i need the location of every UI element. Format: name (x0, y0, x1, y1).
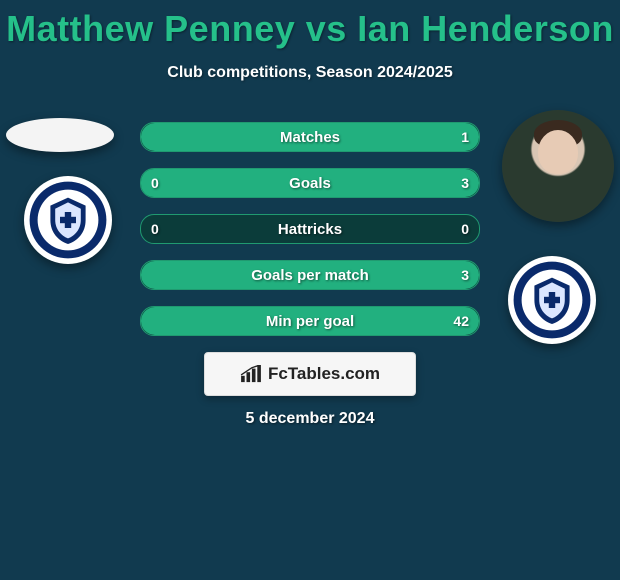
stat-label: Min per goal (141, 307, 479, 335)
club-badge-left (24, 176, 112, 264)
stat-value-right: 42 (443, 307, 479, 335)
date-label: 5 december 2024 (0, 410, 620, 428)
stat-value-right: 3 (451, 261, 479, 289)
shield-icon (28, 180, 108, 260)
stat-label: Matches (141, 123, 479, 151)
stat-label: Goals (141, 169, 479, 197)
stat-value-right: 3 (451, 169, 479, 197)
player-right-avatar (502, 110, 614, 222)
stats-container: Matches 1 0 Goals 3 0 Hattricks 0 Goals … (140, 122, 480, 352)
stat-row-matches: Matches 1 (140, 122, 480, 152)
stat-label: Goals per match (141, 261, 479, 289)
club-badge-right (508, 256, 596, 344)
stat-value-right: 1 (451, 123, 479, 151)
bar-chart-icon (240, 365, 262, 383)
shield-icon (512, 260, 592, 340)
stat-row-goals: 0 Goals 3 (140, 168, 480, 198)
stat-row-min-per-goal: Min per goal 42 (140, 306, 480, 336)
subtitle: Club competitions, Season 2024/2025 (0, 64, 620, 82)
stat-value-right: 0 (451, 215, 479, 243)
stat-row-hattricks: 0 Hattricks 0 (140, 214, 480, 244)
stat-row-goals-per-match: Goals per match 3 (140, 260, 480, 290)
brand-link[interactable]: FcTables.com (204, 352, 416, 396)
brand-label: FcTables.com (268, 364, 380, 384)
player-left-avatar (6, 118, 114, 152)
page-title: Matthew Penney vs Ian Henderson (0, 0, 620, 50)
stat-label: Hattricks (141, 215, 479, 243)
